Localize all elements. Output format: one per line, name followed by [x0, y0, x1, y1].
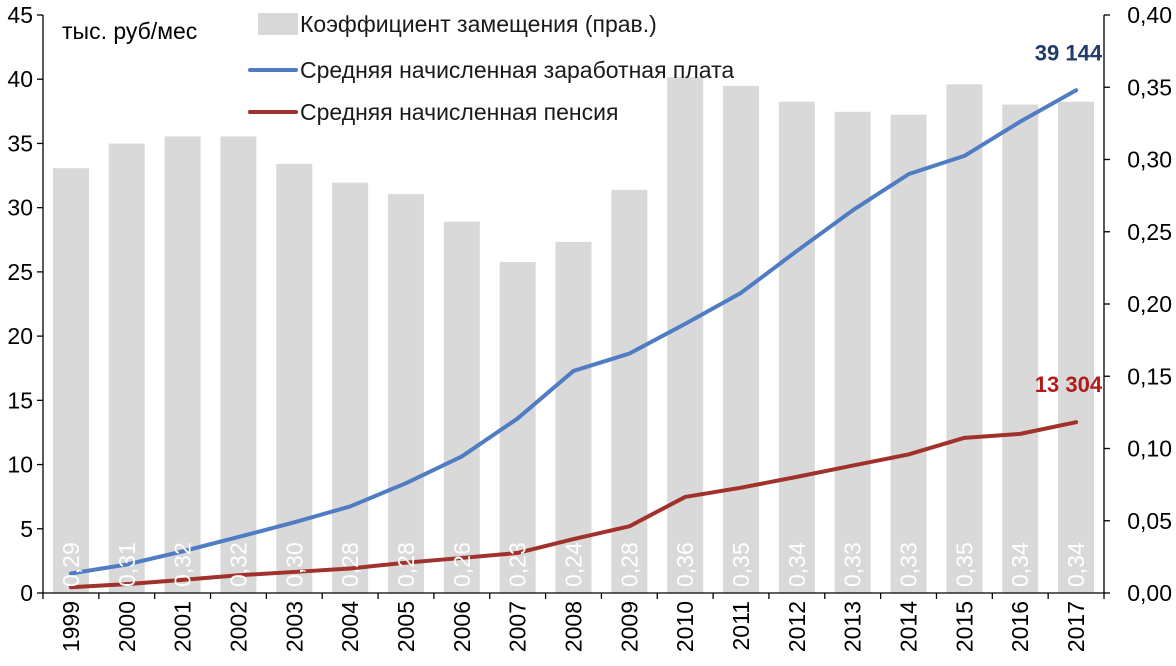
legend-label: Средняя начисленная пенсия [300, 99, 618, 125]
bar-value-label: 0,23 [505, 542, 531, 587]
bar-2010 [667, 77, 704, 593]
left-tick-label: 35 [7, 130, 33, 156]
bar-value-label: 0,32 [170, 542, 196, 587]
legend-swatch-bar [258, 13, 298, 35]
right-tick-label: 0,35 [1127, 74, 1172, 100]
legend: Коэффициент замещения (прав.) Средняя нач… [248, 11, 734, 125]
bar-value-label: 0,33 [840, 542, 866, 587]
x-tick-label: 2012 [784, 601, 810, 652]
x-tick-label: 1999 [58, 601, 84, 652]
bar-2001 [164, 136, 201, 593]
left-tick-label: 45 [7, 2, 33, 28]
right-tick-label: 0,40 [1127, 2, 1172, 28]
right-tick-label: 0,05 [1127, 508, 1172, 534]
bar-2011 [723, 85, 760, 594]
bar-2017 [1058, 101, 1095, 593]
left-tick-label: 40 [7, 66, 33, 92]
bar-value-label: 0,26 [449, 542, 475, 587]
right-tick-label: 0,00 [1127, 580, 1172, 606]
right-tick-label: 0,30 [1127, 147, 1172, 173]
bar-value-label: 0,24 [561, 542, 587, 587]
end-value-label: 39 144 [1035, 40, 1103, 65]
bar-value-label: 0,34 [784, 542, 810, 587]
left-tick-label: 15 [7, 387, 33, 413]
x-tick-label: 2009 [616, 601, 642, 652]
x-tick-label: 2016 [1007, 601, 1033, 652]
line-series-1 [68, 88, 1079, 576]
bar-2000 [108, 143, 145, 594]
bar-2009 [611, 189, 648, 593]
labels-group: 0,29 0,31 0,32 0,32 0,30 0,28 0,28 0,26 0,23 0,24… [58, 40, 1103, 587]
right-tick-label: 0,15 [1127, 363, 1172, 389]
bar-2003 [276, 163, 313, 593]
bar-value-label: 0,34 [1063, 542, 1089, 587]
x-tick-label: 2014 [896, 601, 922, 652]
x-tick-label: 2011 [728, 601, 754, 650]
bar-2002 [220, 136, 257, 593]
x-tick-label: 2000 [114, 601, 140, 652]
x-tick-label: 2013 [840, 601, 866, 652]
bar-value-label: 0,32 [225, 542, 251, 587]
bar-value-label: 0,35 [951, 542, 977, 587]
bar-2016 [1002, 104, 1039, 593]
left-tick-label: 5 [20, 516, 33, 542]
bar-1999 [52, 168, 89, 594]
bar-value-label: 0,36 [672, 542, 698, 587]
axes-group: 0 5 10 15 20 25 30 35 40 45 0,00 0,05 0,10 0,15 0,20 0,… [7, 2, 1172, 652]
bar-2006 [443, 221, 480, 593]
bar-2012 [778, 101, 815, 593]
left-tick-label: 10 [7, 452, 33, 478]
unit-label: тыс. руб/мес [62, 18, 197, 44]
bar-2015 [946, 84, 983, 594]
x-tick-label: 2010 [672, 601, 698, 652]
legend-label: Средняя начисленная заработная плата [300, 57, 734, 83]
bar-value-label: 0,31 [114, 542, 140, 587]
end-value-label: 13 304 [1035, 372, 1103, 397]
right-tick-label: 0,10 [1127, 436, 1172, 462]
lines-group [68, 88, 1079, 590]
legend-label: Коэффициент замещения (прав.) [300, 11, 657, 37]
left-tick-label: 0 [20, 580, 33, 606]
bar-value-label: 0,29 [58, 542, 84, 587]
bar-2014 [890, 114, 927, 593]
line-series-2 [68, 420, 1079, 590]
left-tick-label: 20 [7, 323, 33, 349]
x-tick-label: 2017 [1063, 601, 1089, 652]
bar-value-label: 0,33 [896, 542, 922, 587]
bar-2004 [332, 182, 369, 593]
left-tick-label: 30 [7, 195, 33, 221]
x-tick-label: 2005 [393, 601, 419, 652]
bar-value-label: 0,34 [1007, 542, 1033, 587]
x-tick-label: 2004 [337, 601, 363, 652]
bar-value-label: 0,28 [393, 542, 419, 587]
x-tick-label: 2006 [449, 601, 475, 652]
left-tick-label: 25 [7, 259, 33, 285]
bar-value-label: 0,28 [616, 542, 642, 587]
bar-value-label: 0,35 [728, 542, 754, 587]
bars-group [52, 77, 1095, 594]
x-tick-label: 2008 [561, 601, 587, 652]
x-tick-label: 2015 [951, 601, 977, 652]
right-tick-label: 0,25 [1127, 219, 1172, 245]
x-tick-label: 2003 [281, 601, 307, 652]
x-tick-label: 2002 [225, 601, 251, 652]
right-tick-label: 0,20 [1127, 291, 1172, 317]
bar-2013 [834, 111, 871, 593]
bar-value-label: 0,28 [337, 542, 363, 587]
bar-2005 [387, 194, 424, 593]
x-tick-label: 2007 [505, 601, 531, 652]
x-tick-label: 2001 [170, 601, 196, 652]
bar-value-label: 0,30 [281, 542, 307, 587]
